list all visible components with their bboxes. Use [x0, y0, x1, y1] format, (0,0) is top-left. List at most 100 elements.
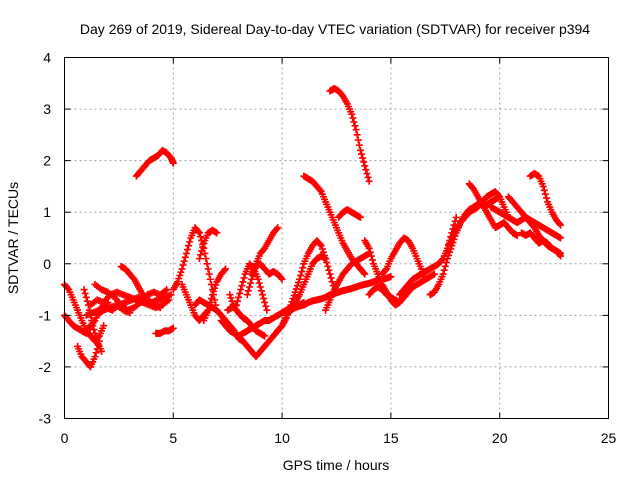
- data-point: [197, 233, 204, 241]
- y-tick-label: -2: [39, 359, 52, 375]
- data-point: [441, 262, 449, 270]
- data-point: [181, 253, 189, 261]
- data-point: [92, 333, 100, 341]
- data-point: [365, 244, 373, 252]
- series-track-22: [248, 260, 286, 283]
- data-point: [358, 150, 366, 158]
- data-point: [366, 248, 374, 256]
- data-point: [91, 353, 99, 361]
- data-point: [322, 255, 330, 263]
- data-point: [212, 281, 220, 289]
- data-point: [204, 306, 212, 314]
- y-tick-label: -1: [39, 307, 52, 323]
- series-track-16: [200, 265, 230, 325]
- data-point: [352, 126, 360, 134]
- data-point: [211, 284, 219, 292]
- grid-layer: [64, 57, 609, 419]
- data-marks: [61, 84, 565, 371]
- series-track-12: [169, 224, 221, 314]
- data-point: [556, 251, 564, 259]
- series-track-08: [117, 262, 164, 312]
- y-tick-label: 2: [43, 153, 51, 169]
- data-point: [239, 278, 247, 286]
- data-point: [328, 278, 336, 286]
- data-point: [256, 283, 264, 291]
- y-tick-label: -3: [39, 411, 52, 427]
- series-track-09: [93, 301, 134, 319]
- data-point: [207, 295, 215, 303]
- data-point: [261, 298, 269, 306]
- data-point: [167, 291, 175, 299]
- data-point: [422, 275, 430, 283]
- data-point: [387, 273, 395, 281]
- x-axis-label: GPS time / hours: [283, 457, 390, 473]
- x-tick-label: 0: [61, 430, 69, 446]
- x-tick-label: 25: [601, 430, 617, 446]
- data-point: [205, 302, 213, 310]
- y-tick-label: 0: [43, 256, 51, 272]
- data-point: [257, 287, 265, 295]
- data-point: [213, 229, 221, 237]
- plot-frame: [64, 57, 609, 419]
- data-point: [363, 170, 371, 178]
- data-point: [206, 275, 214, 283]
- data-point: [323, 258, 331, 266]
- data-point: [177, 268, 185, 276]
- data-point: [126, 309, 134, 317]
- data-point: [361, 162, 369, 170]
- data-point: [238, 282, 246, 290]
- data-point: [445, 251, 453, 259]
- data-point: [174, 278, 182, 286]
- data-point: [185, 242, 193, 250]
- data-point: [198, 247, 206, 255]
- chart-title: Day 269 of 2019, Sidereal Day-to-day VTE…: [80, 21, 590, 37]
- data-point: [204, 265, 212, 273]
- data-point: [353, 131, 361, 139]
- data-point: [293, 282, 301, 290]
- data-point: [243, 291, 251, 299]
- data-point: [296, 275, 304, 283]
- data-point: [244, 287, 252, 295]
- series-track-38: [526, 170, 565, 229]
- data-point: [195, 255, 203, 263]
- data-point: [446, 248, 454, 256]
- series-track-24: [282, 252, 330, 314]
- data-point: [263, 306, 271, 314]
- data-point: [222, 265, 230, 273]
- data-point: [208, 291, 216, 299]
- data-point: [165, 296, 173, 304]
- series-track-37: [504, 193, 565, 242]
- data-point: [90, 326, 98, 334]
- x-tick-label: 20: [492, 430, 508, 446]
- data-point: [452, 213, 460, 221]
- series-track-35: [465, 180, 521, 239]
- data-point: [178, 265, 186, 273]
- data-point: [240, 274, 248, 282]
- data-point: [80, 286, 88, 294]
- y-tick-label: 3: [43, 101, 51, 117]
- data-point: [163, 286, 171, 294]
- data-point: [541, 190, 549, 198]
- data-point: [277, 274, 285, 282]
- x-tick-label: 5: [169, 430, 177, 446]
- series-track-11: [152, 324, 177, 337]
- data-point: [237, 286, 245, 294]
- data-point: [356, 146, 364, 154]
- data-point: [179, 261, 187, 269]
- data-point: [226, 291, 234, 299]
- data-point: [368, 256, 376, 264]
- data-point: [316, 186, 324, 194]
- data-point: [255, 279, 263, 287]
- data-point: [205, 270, 213, 278]
- data-point: [206, 298, 214, 306]
- data-point: [274, 224, 282, 232]
- series-track-10: [132, 146, 177, 180]
- data-point: [261, 332, 269, 340]
- data-point: [186, 238, 194, 246]
- data-point: [260, 295, 268, 303]
- data-point: [282, 314, 290, 322]
- data-point: [180, 257, 188, 265]
- data-point: [542, 194, 550, 202]
- data-point: [557, 221, 565, 229]
